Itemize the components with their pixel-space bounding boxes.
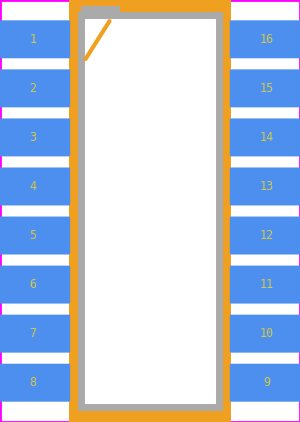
Bar bbox=[81, 6, 120, 13]
Text: 16: 16 bbox=[260, 33, 274, 46]
Text: 15: 15 bbox=[260, 82, 274, 95]
FancyBboxPatch shape bbox=[230, 69, 300, 107]
Bar bbox=[69, 0, 231, 422]
Text: 11: 11 bbox=[260, 278, 274, 291]
Text: 13: 13 bbox=[260, 180, 274, 193]
Text: 7: 7 bbox=[29, 327, 37, 340]
FancyBboxPatch shape bbox=[0, 168, 70, 206]
Text: 5: 5 bbox=[29, 229, 37, 242]
Text: 8: 8 bbox=[29, 376, 37, 389]
FancyBboxPatch shape bbox=[230, 315, 300, 353]
FancyBboxPatch shape bbox=[0, 315, 70, 353]
FancyBboxPatch shape bbox=[230, 119, 300, 157]
FancyBboxPatch shape bbox=[0, 119, 70, 157]
Text: 3: 3 bbox=[29, 131, 37, 144]
FancyBboxPatch shape bbox=[230, 364, 300, 402]
FancyBboxPatch shape bbox=[230, 20, 300, 58]
FancyBboxPatch shape bbox=[0, 216, 70, 254]
FancyBboxPatch shape bbox=[230, 265, 300, 303]
Text: 6: 6 bbox=[29, 278, 37, 291]
Text: 2: 2 bbox=[29, 82, 37, 95]
FancyBboxPatch shape bbox=[0, 364, 70, 402]
Text: 1: 1 bbox=[29, 33, 37, 46]
Text: 4: 4 bbox=[29, 180, 37, 193]
Bar bbox=[81, 15, 219, 407]
FancyBboxPatch shape bbox=[230, 168, 300, 206]
Text: 14: 14 bbox=[260, 131, 274, 144]
Text: 12: 12 bbox=[260, 229, 274, 242]
FancyBboxPatch shape bbox=[0, 20, 70, 58]
FancyBboxPatch shape bbox=[0, 265, 70, 303]
Text: 10: 10 bbox=[260, 327, 274, 340]
Text: 9: 9 bbox=[263, 376, 271, 389]
FancyBboxPatch shape bbox=[0, 69, 70, 107]
FancyBboxPatch shape bbox=[230, 216, 300, 254]
